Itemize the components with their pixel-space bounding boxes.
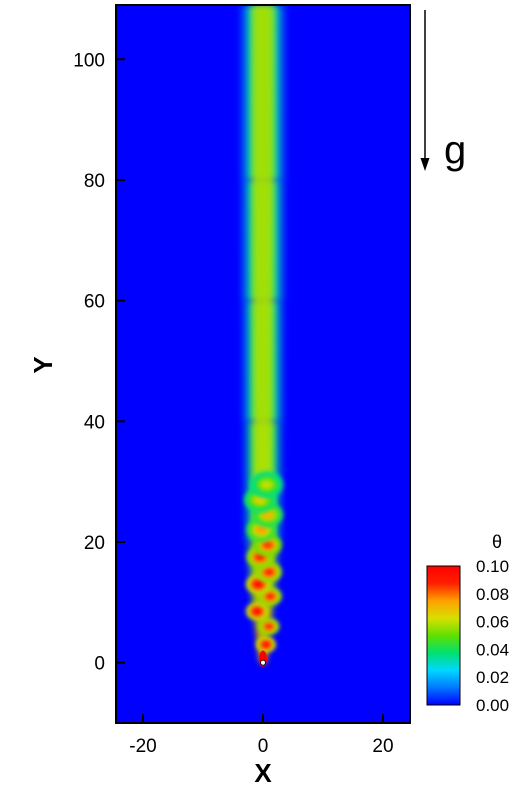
x-tick-label: 0 bbox=[258, 736, 269, 757]
y-axis-ticks: 0 20 40 60 80 100 bbox=[73, 50, 125, 675]
source-marker bbox=[260, 659, 266, 666]
gravity-label: g bbox=[444, 128, 466, 172]
gravity-arrowhead bbox=[420, 158, 430, 171]
colorbar-gradient bbox=[426, 565, 461, 706]
colorbar-tick-label: 0.06 bbox=[476, 613, 509, 632]
y-tick-label: 0 bbox=[94, 654, 105, 675]
gravity-indicator: g bbox=[420, 10, 466, 172]
eddy-core bbox=[255, 525, 268, 535]
colorbar: θ 0.10 0.08 0.06 0.04 0.02 0.00 bbox=[426, 532, 509, 715]
x-axis-label: X bbox=[254, 758, 272, 788]
plot-area bbox=[115, 4, 411, 724]
eddy-core bbox=[263, 568, 275, 576]
eddy-core bbox=[252, 608, 262, 615]
colorbar-title: θ bbox=[492, 532, 502, 552]
y-tick-label: 60 bbox=[84, 292, 105, 313]
eddy-core bbox=[262, 541, 274, 549]
eddy-core bbox=[253, 580, 264, 588]
colorbar-tick-label: 0.10 bbox=[476, 557, 509, 576]
y-tick-label: 40 bbox=[84, 412, 105, 433]
colorbar-tick-label: 0.00 bbox=[476, 696, 509, 715]
y-axis-label: Y bbox=[28, 356, 58, 373]
colorbar-tick-label: 0.08 bbox=[476, 585, 509, 604]
eddy-core bbox=[262, 641, 270, 648]
colorbar-tick-label: 0.04 bbox=[476, 640, 509, 659]
eddy-core bbox=[264, 623, 274, 630]
y-tick-label: 80 bbox=[84, 171, 105, 192]
temperature-plume bbox=[239, 5, 287, 667]
x-tick-label: 20 bbox=[372, 736, 393, 757]
eddy-core bbox=[259, 480, 274, 490]
x-tick-label: -20 bbox=[129, 736, 156, 757]
eddy-core bbox=[261, 510, 274, 520]
y-tick-label: 100 bbox=[73, 50, 105, 71]
eddy-core bbox=[265, 592, 275, 600]
y-tick-label: 20 bbox=[84, 533, 105, 554]
colorbar-ticks: 0.10 0.08 0.06 0.04 0.02 0.00 bbox=[476, 557, 509, 715]
colorbar-tick-label: 0.02 bbox=[476, 668, 509, 687]
x-axis-ticks: -20 0 20 bbox=[129, 714, 394, 757]
